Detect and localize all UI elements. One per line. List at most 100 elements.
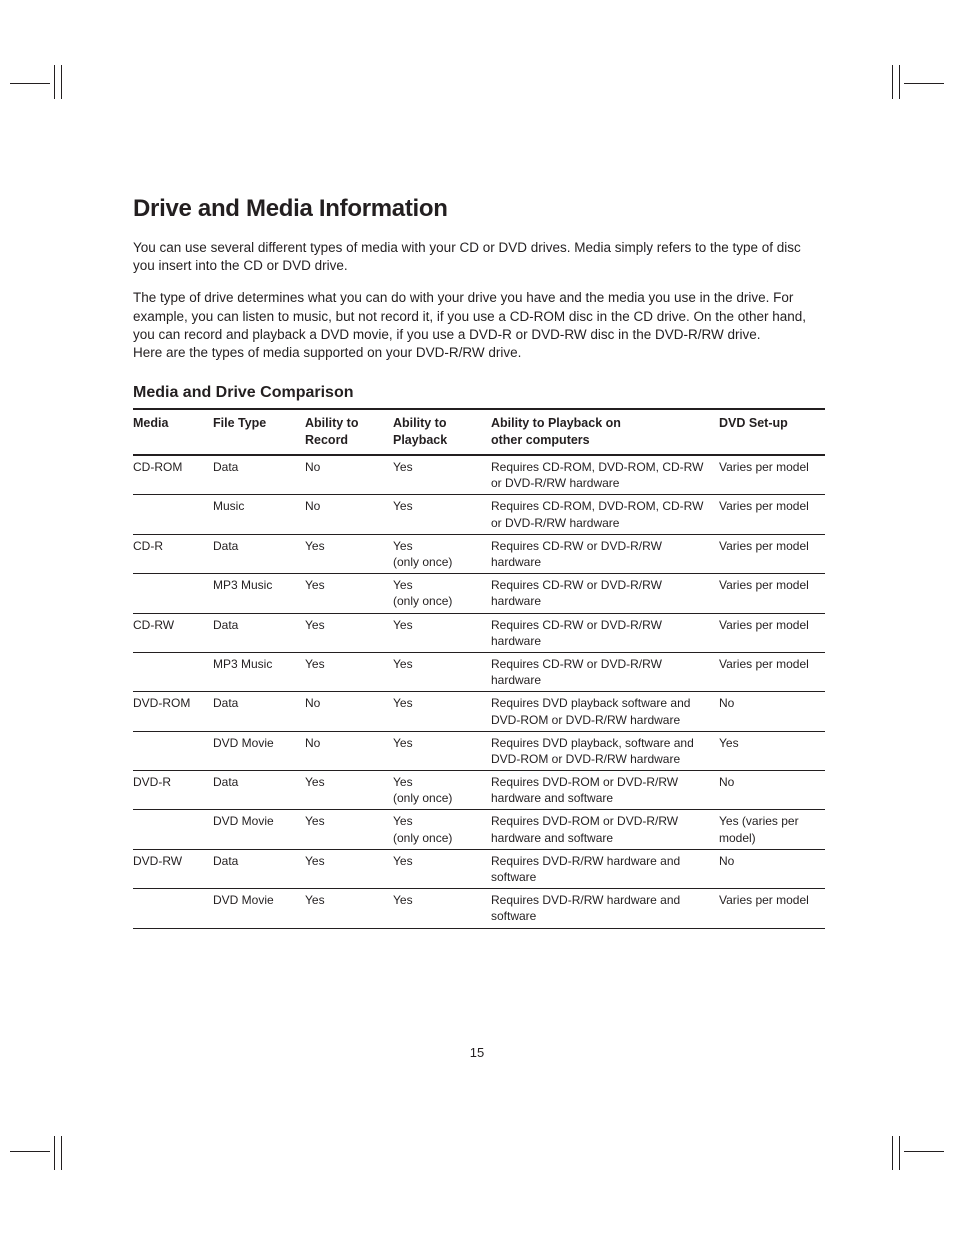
col-header-filetype: File Type [213,409,305,455]
cell-filetype: Data [213,534,305,573]
cell-other: Requires DVD-ROM or DVD-R/RW hardware an… [491,810,719,849]
cell-other: Requires DVD playback software and DVD-R… [491,692,719,731]
cell-playback: Yes [393,455,491,495]
cell-media: DVD-ROM [133,692,213,731]
cell-other: Requires DVD-R/RW hardware and software [491,889,719,928]
cell-other: Requires CD-RW or DVD-R/RW hardware [491,613,719,652]
cell-media [133,652,213,691]
content-area: Drive and Media Information You can use … [133,195,825,929]
table-row: DVD-ROMDataNoYesRequires DVD playback so… [133,692,825,731]
cell-media: DVD-R [133,771,213,810]
cell-filetype: MP3 Music [213,574,305,613]
cell-playback: Yes(only once) [393,574,491,613]
cell-media: CD-ROM [133,455,213,495]
intro-paragraph-2a: The type of drive determines what you ca… [133,290,806,341]
table-row: DVD MovieNoYesRequires DVD playback, sof… [133,731,825,770]
cell-media [133,810,213,849]
cell-other: Requires CD-ROM, DVD-ROM, CD-RW or DVD-R… [491,495,719,534]
cell-media [133,495,213,534]
cell-record: Yes [305,613,393,652]
cell-filetype: MP3 Music [213,652,305,691]
col-header-text: Ability to Playback on [491,416,621,430]
cell-playback: Yes [393,652,491,691]
cell-other: Requires CD-RW or DVD-R/RW hardware [491,652,719,691]
cell-setup: No [719,771,825,810]
page: Drive and Media Information You can use … [0,0,954,1235]
cell-filetype: Data [213,455,305,495]
cell-other: Requires DVD-R/RW hardware and software [491,849,719,888]
cell-record: Yes [305,771,393,810]
cell-filetype: Data [213,849,305,888]
cell-filetype: Music [213,495,305,534]
col-header-other: Ability to Playback on other computers [491,409,719,455]
cell-other: Requires CD-RW or DVD-R/RW hardware [491,574,719,613]
cell-filetype: Data [213,771,305,810]
cell-record: No [305,455,393,495]
col-header-text: Media [133,416,168,430]
table-header-row: Media File Type Ability to Record Abilit… [133,409,825,455]
cell-setup: Varies per model [719,534,825,573]
cell-playback: Yes [393,613,491,652]
cell-setup: Varies per model [719,495,825,534]
cell-playback: Yes [393,849,491,888]
col-header-media: Media [133,409,213,455]
table-row: CD-RDataYesYes(only once)Requires CD-RW … [133,534,825,573]
cell-record: Yes [305,574,393,613]
cell-record: Yes [305,652,393,691]
col-header-text: Ability to [393,416,446,430]
cell-setup: No [719,849,825,888]
col-header-text: DVD Set-up [719,416,788,430]
cell-playback: Yes [393,889,491,928]
cell-setup: Yes (varies per model) [719,810,825,849]
table-row: MP3 MusicYesYesRequires CD-RW or DVD-R/R… [133,652,825,691]
cell-filetype: Data [213,613,305,652]
cell-media: CD-R [133,534,213,573]
cell-other: Requires CD-ROM, DVD-ROM, CD-RW or DVD-R… [491,455,719,495]
media-drive-table: Media File Type Ability to Record Abilit… [133,408,825,928]
table-row: MP3 MusicYesYes(only once)Requires CD-RW… [133,574,825,613]
cell-setup: Yes [719,731,825,770]
col-header-text: File Type [213,416,266,430]
table-row: DVD MovieYesYes(only once)Requires DVD-R… [133,810,825,849]
cell-setup: Varies per model [719,652,825,691]
cell-record: Yes [305,534,393,573]
cell-playback: Yes [393,731,491,770]
cell-other: Requires DVD-ROM or DVD-R/RW hardware an… [491,771,719,810]
cell-record: No [305,731,393,770]
cell-playback: Yes(only once) [393,771,491,810]
col-header-record: Ability to Record [305,409,393,455]
cell-record: No [305,692,393,731]
cell-filetype: DVD Movie [213,889,305,928]
cell-record: Yes [305,889,393,928]
col-header-text: Ability to [305,416,358,430]
cell-filetype: DVD Movie [213,810,305,849]
cell-setup: Varies per model [719,455,825,495]
col-header-setup: DVD Set-up [719,409,825,455]
table-row: DVD-RDataYesYes(only once)Requires DVD-R… [133,771,825,810]
cell-record: Yes [305,849,393,888]
cell-setup: Varies per model [719,613,825,652]
col-header-playback: Ability to Playback [393,409,491,455]
crop-mark-tl [10,65,70,105]
crop-mark-br [884,1130,944,1170]
col-header-text: Playback [393,433,447,447]
cell-media [133,731,213,770]
cell-filetype: DVD Movie [213,731,305,770]
cell-filetype: Data [213,692,305,731]
table-row: CD-ROMDataNoYesRequires CD-ROM, DVD-ROM,… [133,455,825,495]
col-header-text: Record [305,433,348,447]
intro-paragraph-2: The type of drive determines what you ca… [133,289,825,362]
cell-media: DVD-RW [133,849,213,888]
cell-setup: Varies per model [719,889,825,928]
table-row: MusicNoYesRequires CD-ROM, DVD-ROM, CD-R… [133,495,825,534]
cell-media [133,889,213,928]
cell-playback: Yes [393,495,491,534]
col-header-text: other computers [491,433,590,447]
table-row: DVD MovieYesYesRequires DVD-R/RW hardwar… [133,889,825,928]
cell-media: CD-RW [133,613,213,652]
intro-paragraph-1: You can use several different types of m… [133,239,825,275]
crop-mark-tr [884,65,944,105]
page-number: 15 [0,1045,954,1060]
intro-paragraph-2b: Here are the types of media supported on… [133,345,521,360]
cell-playback: Yes [393,692,491,731]
